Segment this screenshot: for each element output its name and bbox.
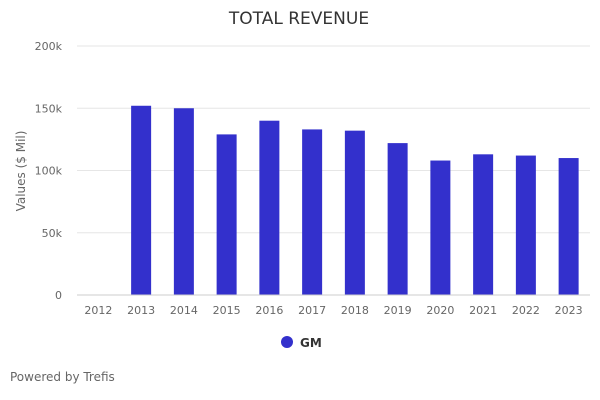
bar-2018[interactable] (344, 130, 365, 295)
chart-title: TOTAL REVENUE (228, 9, 369, 29)
bar-2013[interactable] (131, 105, 152, 295)
legend-label-gm[interactable]: GM (300, 336, 322, 350)
bar-2023[interactable] (558, 158, 579, 295)
bar-2020[interactable] (430, 160, 451, 295)
x-tick-label: 2015 (213, 304, 241, 317)
bars (131, 105, 579, 295)
bar-2021[interactable] (473, 154, 494, 295)
grid-lines (77, 45, 590, 234)
y-tick-label: 150k (35, 102, 63, 115)
y-tick-label: 200k (35, 40, 63, 53)
legend[interactable]: GM (281, 336, 322, 350)
y-axis-label: Values ($ Mil) (14, 131, 28, 212)
x-tick-label: 2020 (426, 304, 454, 317)
y-tick-label: 0 (55, 289, 62, 302)
y-axis-ticks: 0 50k 100k 150k 200k (35, 40, 63, 302)
x-tick-label: 2019 (384, 304, 412, 317)
bar-2017[interactable] (302, 129, 323, 295)
x-tick-label: 2017 (298, 304, 326, 317)
bar-2019[interactable] (387, 143, 408, 295)
x-tick-label: 2021 (469, 304, 497, 317)
x-tick-label: 2018 (341, 304, 369, 317)
powered-by-credit[interactable]: Powered by Trefis (10, 370, 115, 384)
x-axis-ticks: 2012 2013 2014 2015 2016 2017 2018 2019 2020 2021… (84, 304, 582, 317)
bar-2016[interactable] (259, 120, 280, 295)
y-tick-label: 50k (42, 227, 63, 240)
x-tick-label: 2016 (255, 304, 283, 317)
bar-2015[interactable] (216, 134, 237, 295)
bar-2014[interactable] (173, 108, 194, 295)
bar-2022[interactable] (515, 155, 536, 295)
x-tick-label: 2023 (555, 304, 583, 317)
legend-marker-gm[interactable] (281, 336, 293, 348)
x-tick-label: 2013 (127, 304, 155, 317)
x-tick-label: 2014 (170, 304, 198, 317)
y-tick-label: 100k (35, 165, 63, 178)
x-tick-label: 2012 (84, 304, 112, 317)
x-tick-label: 2022 (512, 304, 540, 317)
